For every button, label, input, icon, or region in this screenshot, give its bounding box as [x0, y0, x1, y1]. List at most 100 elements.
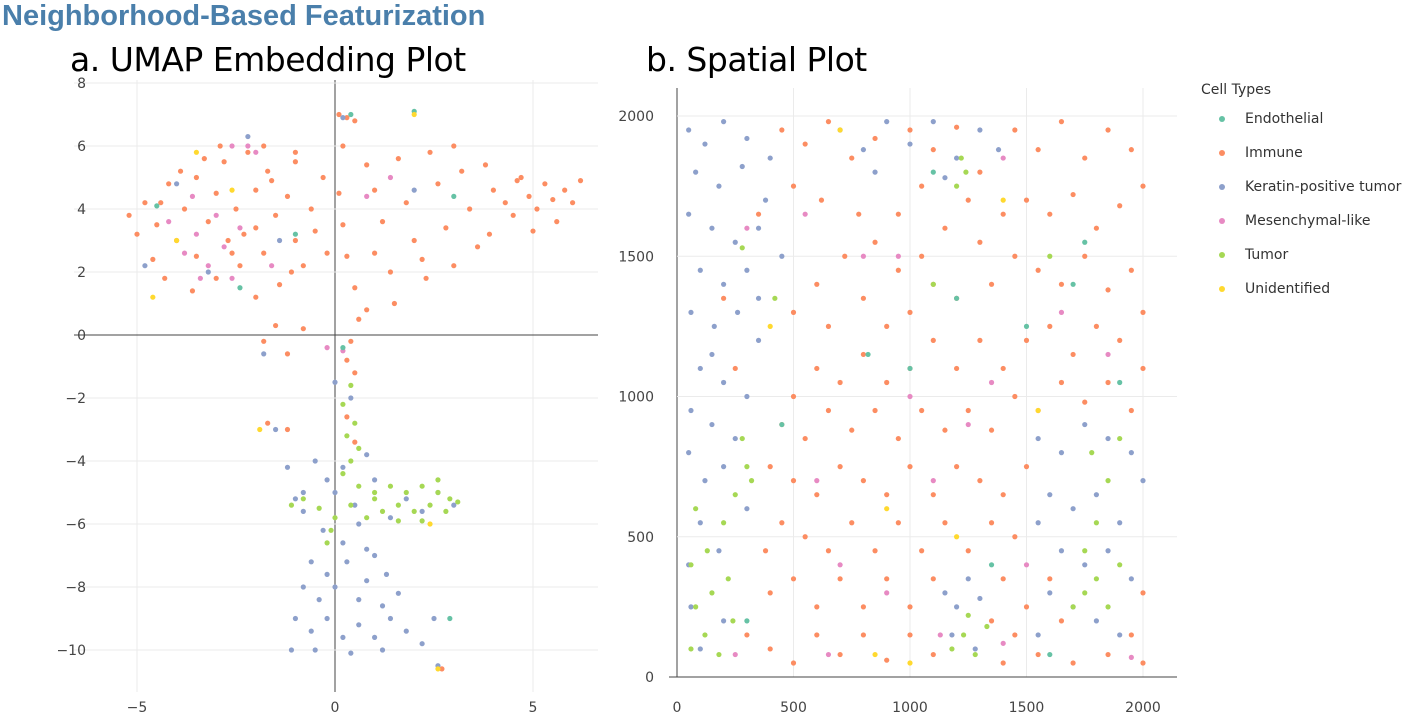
data-point [1012, 253, 1018, 259]
data-point [364, 515, 370, 521]
data-point [344, 414, 350, 420]
series-mesenchymal-like [166, 143, 394, 354]
data-point [711, 323, 717, 329]
data-point [872, 651, 878, 658]
data-point [435, 666, 441, 672]
data-point [486, 231, 493, 237]
data-point [324, 540, 330, 546]
data-point [387, 269, 394, 275]
data-point [356, 597, 362, 603]
data-point [324, 345, 330, 351]
figure-title: Neighborhood-Based Featurization [2, 0, 486, 32]
data-point [1000, 365, 1006, 372]
data-point [340, 540, 346, 546]
data-point [744, 225, 750, 231]
data-point [1117, 379, 1123, 386]
data-point [154, 222, 160, 228]
data-point [860, 295, 867, 301]
data-point [300, 489, 306, 496]
legend-item[interactable]: Immune [1201, 136, 1401, 170]
data-point [1058, 119, 1065, 125]
data-point [1140, 590, 1146, 596]
legend-item[interactable]: Keratin-positive tumor [1201, 170, 1401, 204]
data-point [356, 521, 362, 527]
x-tick-label: −5 [127, 700, 148, 716]
data-point [273, 426, 279, 433]
data-point [217, 143, 223, 149]
data-point [1128, 632, 1134, 638]
data-point [411, 111, 417, 118]
data-point [526, 193, 532, 199]
data-point [340, 634, 346, 641]
data-point [253, 225, 259, 231]
data-point [739, 163, 745, 170]
data-point [942, 175, 948, 181]
data-point [237, 225, 243, 231]
data-point [261, 351, 267, 357]
data-point [324, 571, 330, 578]
data-point [907, 309, 913, 315]
data-point [451, 263, 457, 269]
data-point [1070, 660, 1076, 666]
data-point [825, 407, 832, 414]
data-point [954, 124, 960, 130]
data-point [790, 576, 797, 582]
data-point [1058, 450, 1065, 456]
data-point [1093, 492, 1099, 498]
data-point [779, 520, 785, 526]
data-point [288, 502, 295, 508]
series-endothelial [744, 169, 1123, 658]
data-point [534, 206, 540, 212]
data-point [340, 143, 346, 149]
data-point [542, 181, 548, 187]
data-point [721, 618, 727, 624]
legend-marker-icon [1219, 252, 1225, 258]
data-point [348, 111, 354, 118]
data-point [748, 478, 755, 484]
data-point [427, 521, 433, 527]
data-point [276, 237, 283, 244]
data-point [193, 174, 199, 181]
data-point [197, 275, 203, 281]
series-unidentified [767, 127, 1041, 666]
data-point [356, 445, 362, 451]
data-point [455, 499, 461, 505]
data-point [860, 253, 867, 259]
legend-item[interactable]: Mesenchymal-like [1201, 204, 1401, 238]
data-point [930, 147, 936, 153]
data-point [253, 187, 259, 193]
data-point [790, 660, 797, 666]
data-point [767, 323, 773, 329]
data-point [977, 169, 983, 175]
x-tick-label: 1000 [892, 700, 928, 716]
data-point [895, 435, 901, 442]
data-point [1012, 127, 1018, 133]
data-point [1128, 450, 1134, 456]
data-point [837, 562, 843, 568]
data-point [1035, 520, 1041, 526]
data-point [340, 471, 346, 477]
data-point [340, 115, 346, 121]
data-point [189, 193, 196, 199]
data-point [447, 496, 453, 502]
data-point [930, 651, 936, 658]
data-point [150, 294, 156, 300]
legend-item[interactable]: Unidentified [1201, 272, 1401, 306]
data-point [364, 307, 370, 313]
data-point [1093, 225, 1099, 231]
data-point [518, 174, 524, 181]
data-point [312, 228, 318, 234]
data-point [411, 237, 417, 244]
legend-item[interactable]: Endothelial [1201, 102, 1401, 136]
data-point [697, 646, 703, 652]
data-point [1070, 506, 1076, 512]
data-point [872, 407, 878, 414]
data-point [308, 628, 314, 634]
data-point [732, 365, 738, 372]
data-point [431, 615, 437, 622]
data-point [1093, 618, 1099, 624]
data-point [419, 508, 425, 514]
data-point [379, 603, 386, 609]
data-point [1105, 287, 1111, 293]
legend-item[interactable]: Tumor [1201, 238, 1401, 272]
